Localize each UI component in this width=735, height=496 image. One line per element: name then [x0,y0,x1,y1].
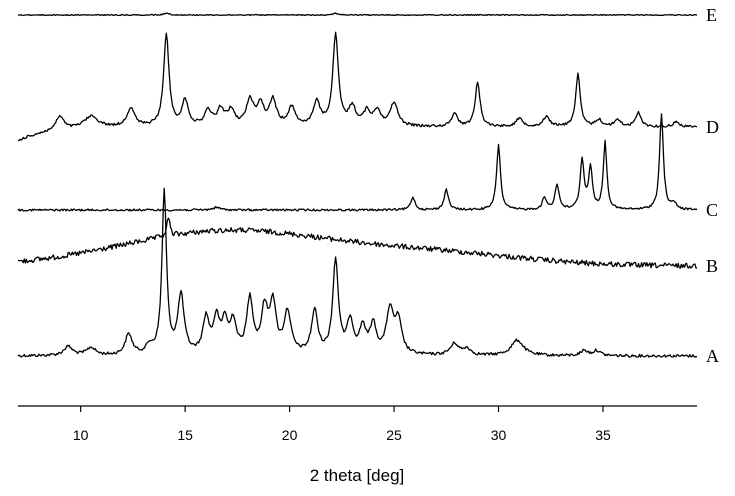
x-tick-label: 35 [595,427,611,443]
series-label-D: D [706,117,719,137]
trace-D [17,31,698,142]
trace-C [17,113,698,212]
x-axis: 10 15 20 25 30 35 [18,405,697,443]
x-tick-label: 10 [73,427,89,443]
series-labels: A B C D E [706,5,719,366]
trace-A [17,187,698,358]
x-tick-label: 25 [386,427,402,443]
series-label-A: A [706,346,719,366]
x-axis-ticks: 10 15 20 25 30 35 [73,406,611,443]
series-label-C: C [706,200,718,220]
series-label-B: B [706,256,718,276]
trace-B [18,217,698,269]
x-axis-title: 2 theta [deg] [310,466,405,485]
x-tick-label: 30 [491,427,507,443]
series-label-E: E [706,5,717,25]
x-tick-label: 20 [282,427,298,443]
x-tick-label: 15 [177,427,193,443]
traces-layer [17,12,698,358]
trace-E [17,12,698,17]
